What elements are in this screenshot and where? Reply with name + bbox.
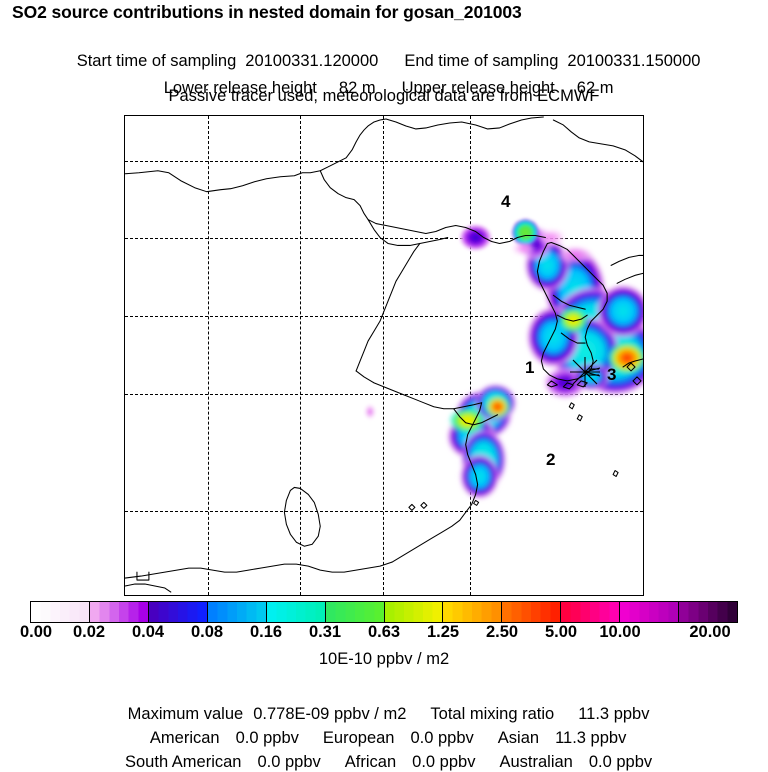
region-label-asian: Asian (497, 729, 540, 747)
region-label-african: African (344, 753, 397, 771)
release-height-line: Lower release height 82 m Upper release he… (0, 60, 768, 98)
colorbar-tick-8: 2.50 (485, 623, 519, 641)
receptor-star-icon (570, 357, 601, 387)
region-value-south-american: 0.0 ppbv (257, 753, 321, 771)
map-plot-area[interactable]: 4 1 3 2 (124, 115, 644, 596)
colorbar-segment-3[interactable] (207, 602, 267, 622)
region-value-australian: 0.0 ppbv (588, 753, 653, 771)
region-label-south-american: South American (125, 753, 242, 771)
coastline-layer (125, 116, 643, 593)
page-title: SO2 source contributions in nested domai… (12, 2, 522, 22)
region-label-australian: Australian (499, 753, 573, 771)
gridline-horizontal (125, 161, 643, 162)
map-label-4: 4 (501, 192, 511, 211)
colorbar-segment-7[interactable] (443, 602, 503, 622)
plume-blob-north (511, 218, 540, 247)
colorbar-tick-11: 20.00 (689, 623, 731, 641)
tracer-note: Passive tracer used, meteorological data… (168, 87, 600, 105)
colorbar-tick-5: 0.31 (308, 623, 342, 641)
map-label-1: 1 (525, 358, 535, 377)
mixing-ratio-label: Total mixing ratio (430, 705, 555, 723)
max-value-label: Maximum value (127, 705, 244, 723)
region-value-european: 0.0 ppbv (410, 729, 474, 747)
region-label-european: European (322, 729, 395, 747)
colorbar-tick-10: 10.00 (599, 623, 641, 641)
region-label-american: American (149, 729, 220, 747)
region-value-african: 0.0 ppbv (412, 753, 476, 771)
sampling-time-line: Start time of sampling 20100331.120000 End… (0, 33, 768, 71)
colorbar-tick-7: 1.25 (426, 623, 460, 641)
lower-height-value: 82 m (338, 79, 376, 97)
start-time-value: 20100331.120000 (245, 52, 379, 70)
gridline-vertical (300, 116, 301, 595)
colorbar-segment-8[interactable] (502, 602, 562, 622)
colorbar-segment-10[interactable] (620, 602, 680, 622)
region-value-american: 0.0 ppbv (235, 729, 299, 747)
gridline-horizontal (125, 238, 643, 239)
colorbar-unit-label: 10E-10 ppbv / m2 (318, 650, 450, 668)
colorbar-tick-4: 0.16 (249, 623, 283, 641)
colorbar-tick-3: 0.08 (190, 623, 224, 641)
colorbar-segment-0[interactable] (31, 602, 90, 622)
colorbar-segment-1[interactable] (89, 602, 149, 622)
colorbar-tick-0: 0.00 (19, 623, 53, 641)
map-canvas: 4 1 3 2 (125, 116, 643, 595)
footer-region-row-2: South American 0.0 ppbv African 0.0 ppbv Aus… (0, 734, 768, 772)
lower-height-label: Lower release height (163, 79, 317, 97)
colorbar-segment-6[interactable] (384, 602, 444, 622)
end-time-label: End time of sampling (404, 52, 559, 70)
colorbar-segment-9[interactable] (561, 602, 621, 622)
start-time-label: Start time of sampling (76, 52, 237, 70)
colorbar-tick-labels: 0.00 0.02 0.04 0.08 0.16 0.31 0.63 1.25 2.50 5.00… (0, 623, 768, 643)
colorbar-tick-9: 5.00 (544, 623, 578, 641)
colorbar-segment-2[interactable] (148, 602, 208, 622)
gridline-horizontal (125, 394, 643, 395)
colorbar-segment-11[interactable] (679, 602, 738, 622)
gridline-horizontal (125, 511, 643, 512)
gridline-vertical (208, 116, 209, 595)
footer-summary-row: Maximum value 0.778E-09 ppbv / m2 Total mi… (0, 686, 768, 724)
colorbar-segment-5[interactable] (325, 602, 385, 622)
end-time-value: 20100331.150000 (567, 52, 701, 70)
map-label-2: 2 (546, 450, 556, 469)
footer-region-row-1: American 0.0 ppbv European 0.0 ppbv Asian 11.… (0, 710, 768, 748)
upper-height-label: Upper release height (401, 79, 555, 97)
gridline-horizontal (125, 316, 643, 317)
colorbar-tick-2: 0.04 (131, 623, 165, 641)
colorbar-segment-4[interactable] (266, 602, 326, 622)
map-label-3: 3 (607, 365, 617, 384)
colorbar-tick-1: 0.02 (72, 623, 106, 641)
mixing-ratio-value: 11.3 ppbv (578, 705, 650, 723)
plume-speck-isolated (363, 402, 378, 421)
gridline-vertical (470, 116, 471, 595)
upper-height-value: 62 m (576, 79, 614, 97)
max-value-value: 0.778E-09 ppbv / m2 (253, 705, 407, 723)
colorbar[interactable] (30, 601, 738, 623)
region-value-asian: 11.3 ppbv (555, 729, 627, 747)
colorbar-tick-6: 0.63 (367, 623, 401, 641)
gridline-vertical (383, 116, 384, 595)
